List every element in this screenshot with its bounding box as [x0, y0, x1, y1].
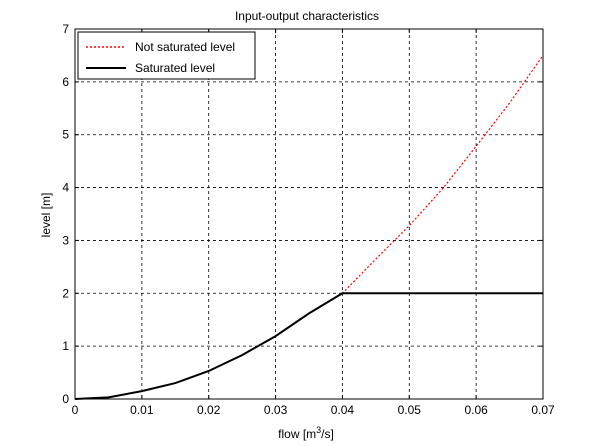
- x-tick-label: 0.04: [331, 403, 355, 417]
- legend-label: Saturated level: [135, 61, 215, 75]
- axes-frame: [74, 28, 544, 400]
- y-tick-label: 1: [62, 339, 69, 353]
- y-tick-label: 0: [62, 392, 69, 406]
- legend-label: Not saturated level: [135, 40, 235, 54]
- series-line-saturated: [74, 292, 543, 400]
- x-tick-label: 0.07: [531, 403, 555, 417]
- y-tick-label: 4: [62, 181, 69, 195]
- plot-background: [75, 29, 543, 399]
- legend-box: [77, 31, 256, 80]
- y-tick-label: 5: [62, 128, 69, 142]
- x-tick-label: 0.06: [464, 403, 488, 417]
- plot-area: 0 0.01 0.02 0.03 0.04 0.05 0.06 0.07 0 1 2 3 4 5 6 7 Not…: [62, 22, 555, 417]
- x-tick-label: 0.05: [398, 403, 422, 417]
- y-axis-label: level [m]: [39, 193, 53, 238]
- x-tick-label: 0.01: [130, 403, 154, 417]
- y-tick-label: 7: [62, 22, 69, 36]
- x-tick-label: 0.02: [197, 403, 221, 417]
- x-tick-label: 0: [72, 403, 79, 417]
- y-tick-label: 2: [62, 286, 69, 300]
- y-tick-label: 3: [62, 233, 69, 247]
- x-tick-label: 0.03: [264, 403, 288, 417]
- x-axis-label: flow [m3/s]: [278, 425, 334, 441]
- chart-title: Input-output characteristics: [235, 9, 379, 23]
- y-tick-label: 6: [62, 75, 69, 89]
